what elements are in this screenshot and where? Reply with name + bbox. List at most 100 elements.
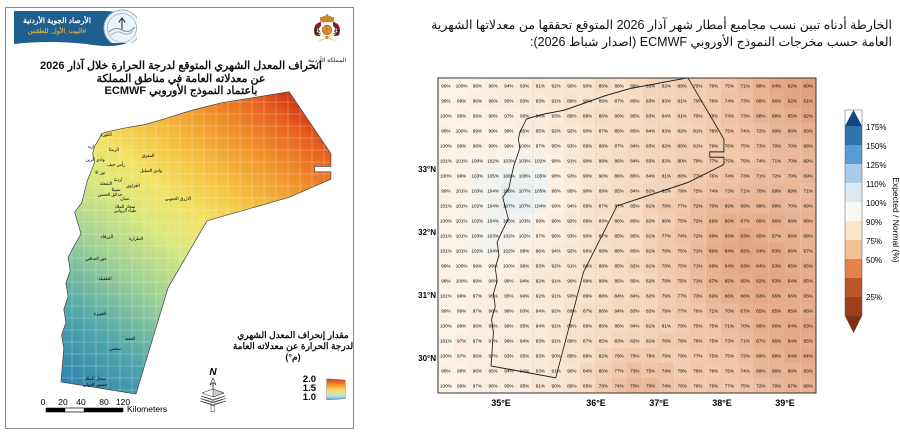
svg-text:95%: 95% <box>520 324 529 329</box>
svg-text:89%: 89% <box>583 324 592 329</box>
svg-text:77%: 77% <box>678 294 687 299</box>
svg-text:98%: 98% <box>520 249 529 254</box>
svg-text:74%: 74% <box>741 369 750 374</box>
svg-text:92%: 92% <box>536 279 545 284</box>
svg-text:98%: 98% <box>552 189 561 194</box>
svg-text:73%: 73% <box>741 174 750 179</box>
svg-text:99%: 99% <box>489 144 498 149</box>
svg-text:74%: 74% <box>615 384 624 389</box>
svg-text:99%: 99% <box>441 99 450 104</box>
svg-text:96%: 96% <box>520 114 529 119</box>
svg-text:70%: 70% <box>709 204 718 209</box>
svg-text:84%: 84% <box>646 129 655 134</box>
svg-text:75%: 75% <box>725 354 734 359</box>
svg-text:65%: 65% <box>804 294 813 299</box>
svg-text:81%: 81% <box>646 204 655 209</box>
svg-text:66%: 66% <box>725 294 734 299</box>
svg-text:66%: 66% <box>741 294 750 299</box>
svg-text:150%: 150% <box>866 142 886 151</box>
svg-text:78%: 78% <box>646 354 655 359</box>
svg-text:82%: 82% <box>646 189 655 194</box>
svg-text:90%: 90% <box>583 189 592 194</box>
svg-text:83%: 83% <box>646 84 655 89</box>
svg-text:71%: 71% <box>756 174 765 179</box>
svg-text:74%: 74% <box>662 369 671 374</box>
svg-text:75%: 75% <box>866 237 882 246</box>
svg-text:71%: 71% <box>741 84 750 89</box>
svg-text:83%: 83% <box>662 159 671 164</box>
svg-text:65%: 65% <box>804 279 813 284</box>
svg-text:33°N: 33°N <box>418 165 436 174</box>
svg-text:83%: 83% <box>646 99 655 104</box>
svg-text:96%: 96% <box>473 99 482 104</box>
svg-text:72%: 72% <box>741 354 750 359</box>
svg-text:96%: 96% <box>504 339 513 344</box>
svg-text:68%: 68% <box>788 369 797 374</box>
svg-text:92%: 92% <box>552 129 561 134</box>
svg-text:83%: 83% <box>646 114 655 119</box>
svg-text:80%: 80% <box>662 219 671 224</box>
svg-text:81%: 81% <box>693 144 702 149</box>
svg-text:70%: 70% <box>788 174 797 179</box>
svg-text:70%: 70% <box>772 384 781 389</box>
svg-text:100%: 100% <box>440 114 452 119</box>
svg-text:81%: 81% <box>662 324 671 329</box>
svg-text:75%: 75% <box>678 249 687 254</box>
svg-text:99%: 99% <box>473 129 482 134</box>
svg-text:89%: 89% <box>567 384 576 389</box>
svg-text:100%: 100% <box>440 354 452 359</box>
svg-text:71%: 71% <box>693 264 702 269</box>
svg-text:94%: 94% <box>520 369 529 374</box>
svg-text:71%: 71% <box>709 309 718 314</box>
svg-text:91%: 91% <box>536 84 545 89</box>
svg-text:74%: 74% <box>725 174 734 179</box>
svg-text:68%: 68% <box>772 369 781 374</box>
svg-text:99%: 99% <box>473 279 482 284</box>
svg-text:25%: 25% <box>866 293 882 302</box>
svg-text:62%: 62% <box>756 279 765 284</box>
svg-text:81%: 81% <box>646 324 655 329</box>
svg-text:93%: 93% <box>520 84 529 89</box>
svg-text:88%: 88% <box>599 249 608 254</box>
svg-text:85%: 85% <box>630 234 639 239</box>
svg-text:93%: 93% <box>567 174 576 179</box>
svg-text:93%: 93% <box>552 114 561 119</box>
svg-text:65%: 65% <box>772 339 781 344</box>
svg-text:101%: 101% <box>440 204 452 209</box>
svg-text:71%: 71% <box>741 189 750 194</box>
svg-text:81%: 81% <box>646 339 655 344</box>
svg-text:103%: 103% <box>519 219 531 224</box>
svg-text:70%: 70% <box>756 189 765 194</box>
svg-text:64%: 64% <box>756 264 765 269</box>
svg-text:75%: 75% <box>741 384 750 389</box>
svg-text:103%: 103% <box>519 159 531 164</box>
svg-text:83%: 83% <box>662 129 671 134</box>
svg-text:68%: 68% <box>804 234 813 239</box>
svg-text:74%: 74% <box>756 159 765 164</box>
svg-text:89%: 89% <box>583 279 592 284</box>
svg-text:63%: 63% <box>804 324 813 329</box>
svg-text:85%: 85% <box>630 114 639 119</box>
svg-text:88%: 88% <box>599 264 608 269</box>
svg-text:102%: 102% <box>535 159 547 164</box>
svg-text:86%: 86% <box>599 114 608 119</box>
svg-text:66%: 66% <box>772 99 781 104</box>
svg-text:104%: 104% <box>535 204 547 209</box>
svg-text:97%: 97% <box>504 114 513 119</box>
svg-text:74%: 74% <box>725 114 734 119</box>
svg-text:68%: 68% <box>772 114 781 119</box>
svg-text:73%: 73% <box>756 144 765 149</box>
svg-text:87%: 87% <box>615 204 624 209</box>
svg-text:86%: 86% <box>599 84 608 89</box>
svg-text:74%: 74% <box>678 234 687 239</box>
svg-text:68%: 68% <box>709 234 718 239</box>
svg-text:77%: 77% <box>693 174 702 179</box>
svg-text:95%: 95% <box>520 129 529 134</box>
svg-text:100%: 100% <box>456 84 468 89</box>
svg-text:31°N: 31°N <box>418 291 436 300</box>
svg-text:100%: 100% <box>503 264 515 269</box>
svg-text:94%: 94% <box>504 84 513 89</box>
svg-text:98%: 98% <box>473 144 482 149</box>
svg-text:86%: 86% <box>630 84 639 89</box>
svg-text:69%: 69% <box>709 294 718 299</box>
